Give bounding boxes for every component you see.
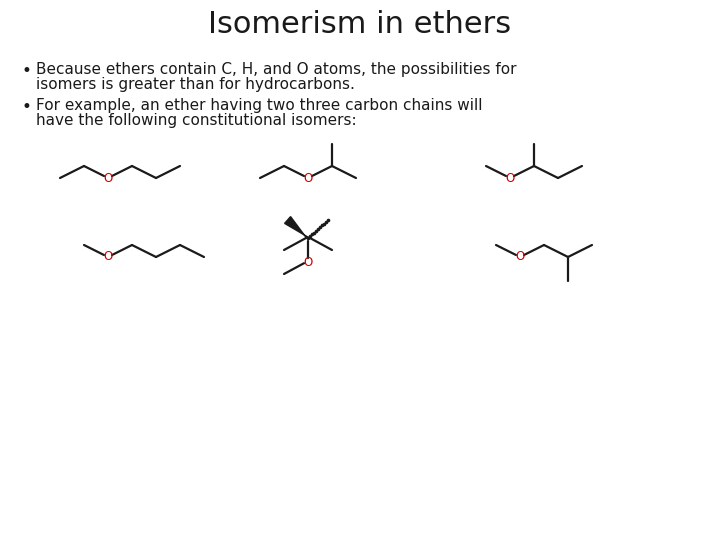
Text: Because ethers contain C, H, and O atoms, the possibilities for: Because ethers contain C, H, and O atoms… (36, 62, 516, 77)
Text: O: O (303, 172, 312, 185)
Text: O: O (505, 172, 515, 185)
Text: O: O (104, 251, 112, 264)
Text: O: O (516, 251, 525, 264)
Polygon shape (284, 217, 310, 238)
Text: have the following constitutional isomers:: have the following constitutional isomer… (36, 113, 356, 128)
Text: Isomerism in ethers: Isomerism in ethers (208, 10, 512, 39)
Text: O: O (303, 255, 312, 268)
Text: •: • (22, 98, 32, 116)
Text: O: O (104, 172, 112, 185)
Text: isomers is greater than for hydrocarbons.: isomers is greater than for hydrocarbons… (36, 77, 355, 92)
Text: For example, an ether having two three carbon chains will: For example, an ether having two three c… (36, 98, 482, 113)
Text: •: • (22, 62, 32, 80)
